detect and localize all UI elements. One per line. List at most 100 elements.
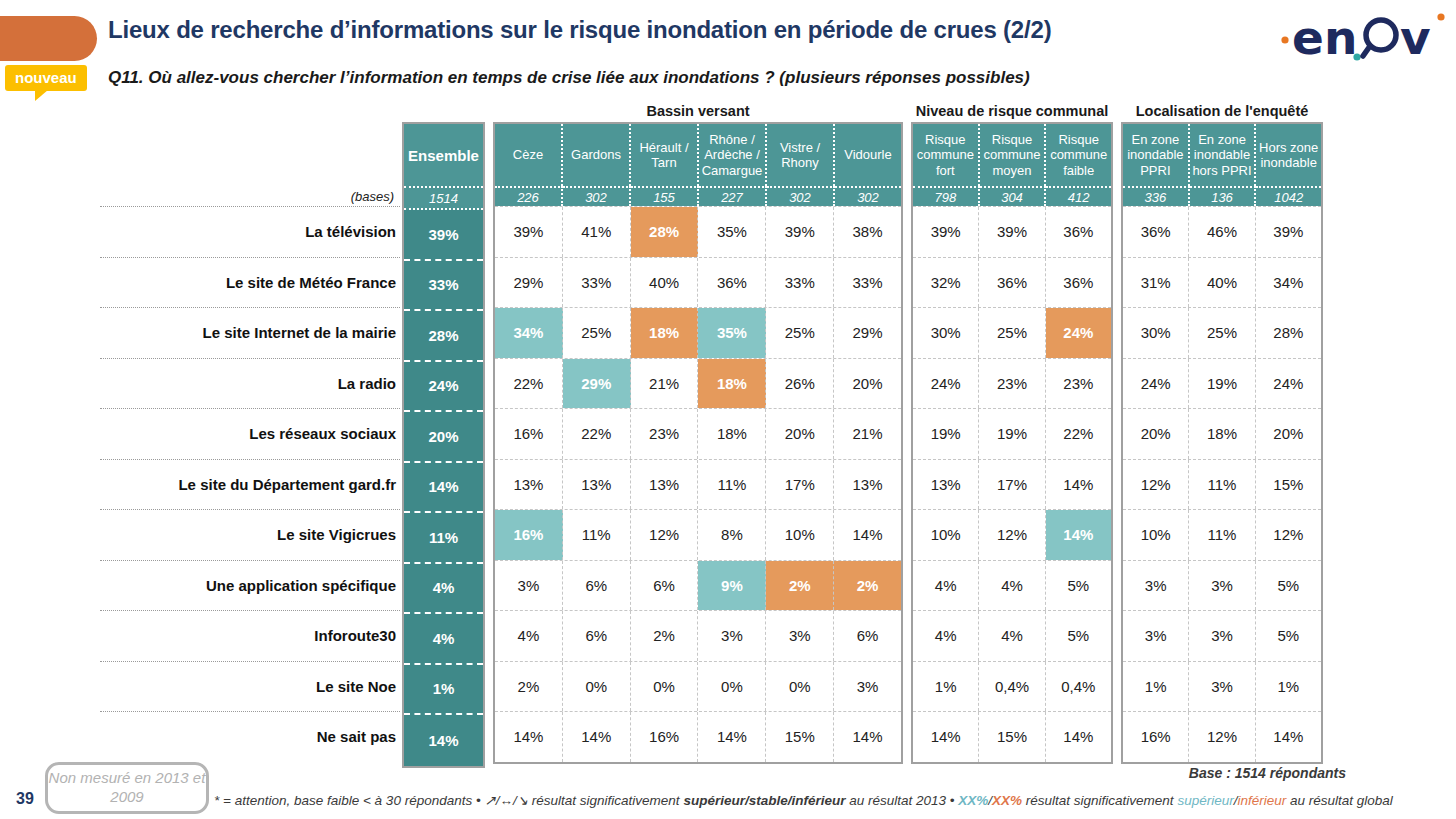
value-cell: 11%	[563, 510, 631, 560]
value-cell: 10%	[1123, 510, 1189, 560]
value-cell: 18%	[698, 359, 766, 409]
column-header: Vidourle	[835, 124, 901, 186]
value-cell: 17%	[979, 460, 1045, 510]
base-value: 412	[1046, 186, 1111, 206]
footnote-segment: supérieur/stable/inférieur	[683, 793, 845, 808]
column-header: Gardons	[563, 124, 631, 186]
ensemble-value-cell: 14%	[404, 715, 483, 766]
table-row: 16%11%12%8%10%14%	[495, 509, 901, 560]
value-cell: 41%	[563, 207, 631, 257]
table-row: 24%23%23%	[913, 358, 1111, 409]
value-cell: 14%	[1046, 712, 1111, 762]
ensemble-value-cell: 39%	[404, 210, 483, 261]
group-bases-row: 226302155227302302	[495, 186, 901, 206]
column-group: Niveau de risque communalRisque commune …	[911, 99, 1113, 764]
table-row: 29%33%40%36%33%33%	[495, 257, 901, 308]
ensemble-value-cell: 11%	[404, 513, 483, 564]
table-row: 4%4%5%	[913, 610, 1111, 661]
value-cell: 3%	[495, 561, 563, 611]
value-cell: 24%	[1046, 308, 1111, 358]
value-cell: 19%	[913, 409, 979, 459]
value-cell: 24%	[1256, 359, 1321, 409]
group-header-row: En zone inondable PPRIEn zone inondable …	[1123, 124, 1321, 186]
value-cell: 4%	[495, 611, 563, 661]
column-group: Bassin versantCèzeGardonsHérault / TarnR…	[493, 99, 903, 764]
value-cell: 3%	[698, 611, 766, 661]
value-cell: 23%	[1046, 359, 1111, 409]
value-cell: 14%	[495, 712, 563, 762]
value-cell: 12%	[631, 510, 699, 560]
svg-text:en: en	[1292, 10, 1357, 65]
svg-text:v: v	[1400, 10, 1431, 65]
value-cell: 12%	[1189, 712, 1255, 762]
label-title-spacer	[100, 99, 400, 122]
ensemble-value-cell: 33%	[404, 261, 483, 312]
footnote-segment: XX%	[958, 793, 988, 808]
base-value: 226	[495, 186, 563, 206]
column-group: Localisation de l'enquêtéEn zone inondab…	[1121, 99, 1323, 764]
value-cell: 39%	[766, 207, 834, 257]
value-cell: 10%	[766, 510, 834, 560]
row-label: Le site Noe	[100, 661, 400, 712]
row-label: Les réseaux sociaux	[100, 408, 400, 459]
value-cell: 15%	[766, 712, 834, 762]
value-cell: 12%	[979, 510, 1045, 560]
value-cell: 10%	[913, 510, 979, 560]
value-cell: 2%	[834, 561, 901, 611]
group-title: Niveau de risque communal	[911, 99, 1113, 122]
value-cell: 0%	[563, 662, 631, 712]
footnote-segment: ↗/↔/↘	[484, 793, 528, 808]
value-cell: 8%	[698, 510, 766, 560]
column-header: Vistre / Rhony	[767, 124, 835, 186]
value-cell: 36%	[1046, 258, 1111, 308]
value-cell: 20%	[1123, 409, 1189, 459]
table-row: 16%12%14%	[1123, 711, 1321, 762]
value-cell: 1%	[913, 662, 979, 712]
not-measured-note: Non mesuré en 2013 et 2009	[45, 762, 209, 814]
value-cell: 13%	[495, 460, 563, 510]
value-cell: 36%	[1046, 207, 1111, 257]
value-cell: 28%	[1256, 308, 1321, 358]
value-cell: 4%	[979, 611, 1045, 661]
value-cell: 38%	[834, 207, 901, 257]
value-cell: 39%	[913, 207, 979, 257]
table-row: 36%46%39%	[1123, 206, 1321, 257]
table-row: 32%36%36%	[913, 257, 1111, 308]
column-header-ensemble: Ensemble	[404, 124, 483, 188]
value-cell: 5%	[1046, 561, 1111, 611]
base-value: 227	[699, 186, 767, 206]
value-cell: 46%	[1189, 207, 1255, 257]
value-cell: 5%	[1046, 611, 1111, 661]
group-title: Localisation de l'enquêté	[1121, 99, 1323, 122]
ensemble-base-value: 1514	[404, 188, 483, 210]
ensemble-value-cell: 1%	[404, 665, 483, 716]
value-cell: 20%	[766, 409, 834, 459]
value-cell: 2%	[766, 561, 834, 611]
enov-logo-graphic: en v	[1278, 4, 1446, 68]
base-value: 798	[913, 186, 980, 206]
value-cell: 22%	[563, 409, 631, 459]
value-cell: 14%	[1256, 712, 1321, 762]
base-value: 1042	[1256, 186, 1321, 206]
ensemble-value-cell: 24%	[404, 362, 483, 413]
base-value: 304	[980, 186, 1047, 206]
value-cell: 13%	[631, 460, 699, 510]
value-cell: 23%	[631, 409, 699, 459]
table-row: 22%29%21%18%26%20%	[495, 358, 901, 409]
value-cell: 21%	[834, 409, 901, 459]
value-cell: 14%	[1046, 460, 1111, 510]
label-header-spacer	[100, 124, 400, 186]
value-cell: 34%	[1256, 258, 1321, 308]
table-row: 13%13%13%11%17%13%	[495, 459, 901, 510]
value-cell: 36%	[979, 258, 1045, 308]
value-cell: 6%	[563, 561, 631, 611]
value-cell: 34%	[495, 308, 563, 358]
value-cell: 29%	[495, 258, 563, 308]
value-cell: 13%	[834, 460, 901, 510]
value-cell: 0%	[631, 662, 699, 712]
base-value: 155	[631, 186, 699, 206]
group-bases-row: 3361361042	[1123, 186, 1321, 206]
value-cell: 40%	[1189, 258, 1255, 308]
value-cell: 1%	[1256, 662, 1321, 712]
value-cell: 30%	[913, 308, 979, 358]
